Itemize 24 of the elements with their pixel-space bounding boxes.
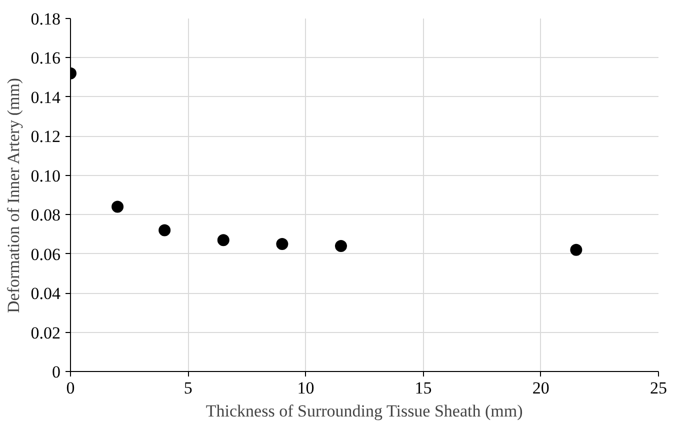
x-tick-label: 5 (184, 378, 192, 398)
y-tick-label: 0.10 (30, 166, 60, 186)
point (276, 238, 288, 250)
x-tick-label: 20 (532, 378, 550, 398)
y-tick-label: 0.18 (30, 10, 60, 28)
y-tick-label: 0.02 (30, 323, 60, 342)
y-tick-label: 0.08 (30, 206, 60, 225)
y-tick-label: 0.16 (30, 48, 60, 68)
x-tick-label: 10 (297, 378, 314, 398)
x-tick-label: 15 (414, 378, 432, 398)
y-tick-label: 0.12 (30, 127, 60, 146)
y-axis-title: Deformation of Inner Artery (mm) (4, 78, 23, 314)
x-tick-label: 0 (66, 378, 75, 398)
y-tick-label: 0.04 (30, 284, 61, 304)
point (112, 200, 124, 213)
x-axis-title: Thickness of Surrounding Tissue Sheath (mm) (206, 402, 523, 420)
y-tick-label: 0.06 (30, 244, 60, 264)
point (570, 244, 582, 256)
y-tick-label: 0 (52, 362, 60, 382)
x-tick-label: 25 (650, 378, 667, 398)
point (334, 240, 347, 252)
point (217, 234, 230, 246)
point (158, 224, 171, 236)
y-tick-label: 0.14 (30, 88, 61, 107)
